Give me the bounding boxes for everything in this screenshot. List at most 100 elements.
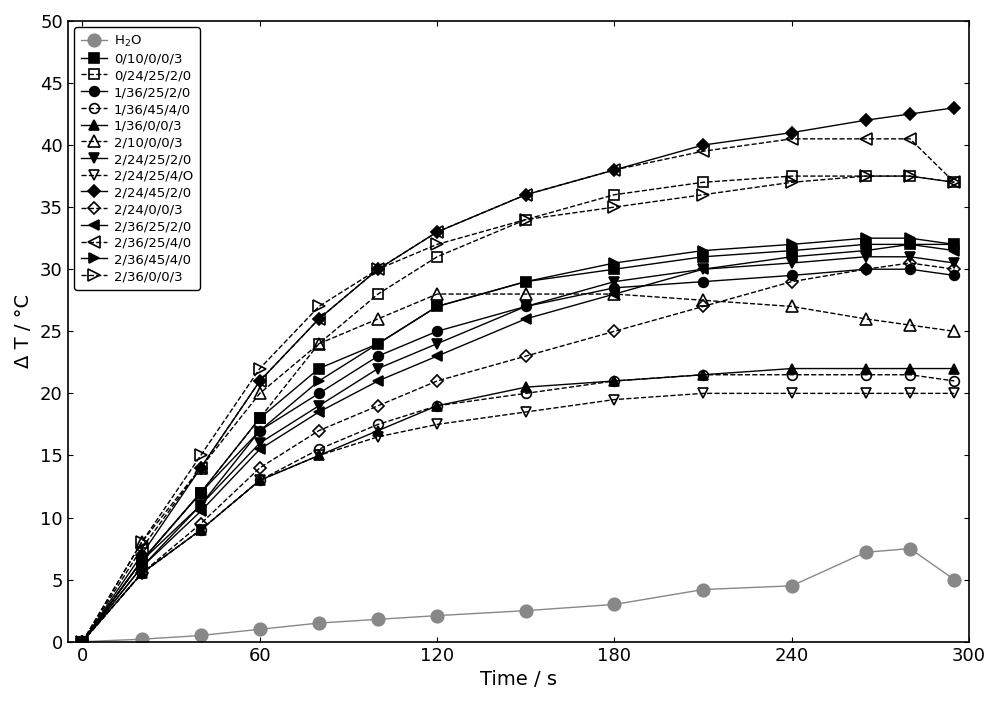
H$_2$O bbox=[431, 612, 443, 620]
2/24/45/2/0 bbox=[697, 141, 709, 149]
2/10/0/0/3 bbox=[904, 321, 916, 329]
1/36/25/2/0 bbox=[195, 489, 207, 497]
2/10/0/0/3 bbox=[372, 315, 384, 323]
0/10/0/0/3 bbox=[948, 240, 960, 249]
H$_2$O bbox=[195, 631, 207, 640]
0/10/0/0/3 bbox=[608, 265, 620, 273]
1/36/45/4/0 bbox=[372, 420, 384, 429]
H$_2$O bbox=[136, 635, 148, 643]
Line: 2/36/25/2/0: 2/36/25/2/0 bbox=[78, 240, 959, 647]
2/24/0/0/3 bbox=[431, 377, 443, 385]
2/36/25/4/0 bbox=[372, 265, 384, 273]
Line: 2/24/25/2/0: 2/24/25/2/0 bbox=[78, 252, 959, 647]
2/10/0/0/3 bbox=[860, 315, 872, 323]
2/24/25/4/O bbox=[136, 569, 148, 578]
2/36/45/4/0 bbox=[136, 563, 148, 572]
2/36/0/0/3 bbox=[431, 240, 443, 249]
1/36/45/4/0 bbox=[520, 389, 532, 398]
2/36/45/4/0 bbox=[608, 259, 620, 267]
1/36/0/0/3 bbox=[697, 370, 709, 379]
2/24/45/2/0 bbox=[520, 191, 532, 199]
0/24/25/2/0 bbox=[608, 191, 620, 199]
1/36/45/4/0 bbox=[697, 370, 709, 379]
2/36/0/0/3 bbox=[904, 172, 916, 180]
2/36/45/4/0 bbox=[76, 638, 88, 646]
2/24/25/4/O bbox=[431, 420, 443, 429]
2/36/0/0/3 bbox=[697, 191, 709, 199]
Y-axis label: Δ T / °C: Δ T / °C bbox=[14, 295, 33, 368]
2/24/0/0/3 bbox=[76, 638, 88, 646]
0/10/0/0/3 bbox=[786, 246, 798, 254]
1/36/45/4/0 bbox=[860, 370, 872, 379]
2/36/25/4/0 bbox=[948, 178, 960, 186]
2/36/0/0/3 bbox=[948, 178, 960, 186]
2/36/25/2/0 bbox=[786, 252, 798, 261]
0/10/0/0/3 bbox=[520, 278, 532, 286]
1/36/45/4/0 bbox=[254, 476, 266, 484]
2/24/45/2/0 bbox=[254, 377, 266, 385]
2/24/25/4/O bbox=[608, 395, 620, 404]
2/36/25/4/0 bbox=[786, 134, 798, 143]
H$_2$O bbox=[76, 638, 88, 646]
Legend: H$_2$O, 0/10/0/0/3, 0/24/25/2/0, 1/36/25/2/0, 1/36/45/4/0, 1/36/0/0/3, 2/10/0/0/: H$_2$O, 0/10/0/0/3, 0/24/25/2/0, 1/36/25… bbox=[74, 27, 200, 290]
1/36/0/0/3 bbox=[904, 364, 916, 373]
2/36/45/4/0 bbox=[786, 240, 798, 249]
2/36/25/2/0 bbox=[697, 265, 709, 273]
2/24/25/4/O bbox=[948, 389, 960, 398]
2/36/0/0/3 bbox=[76, 638, 88, 646]
Line: 1/36/45/4/0: 1/36/45/4/0 bbox=[78, 370, 959, 647]
H$_2$O bbox=[520, 607, 532, 615]
2/10/0/0/3 bbox=[697, 296, 709, 304]
2/24/0/0/3 bbox=[520, 352, 532, 361]
0/24/25/2/0 bbox=[136, 557, 148, 565]
2/36/25/2/0 bbox=[520, 315, 532, 323]
2/36/25/2/0 bbox=[608, 290, 620, 298]
2/36/25/4/0 bbox=[697, 147, 709, 155]
1/36/45/4/0 bbox=[786, 370, 798, 379]
0/10/0/0/3 bbox=[904, 240, 916, 249]
0/10/0/0/3 bbox=[431, 302, 443, 311]
2/24/25/4/O bbox=[786, 389, 798, 398]
2/24/25/2/0 bbox=[136, 557, 148, 565]
2/24/0/0/3 bbox=[948, 265, 960, 273]
H$_2$O bbox=[254, 625, 266, 633]
2/24/25/4/O bbox=[313, 451, 325, 460]
H$_2$O bbox=[904, 544, 916, 553]
2/24/45/2/0 bbox=[608, 166, 620, 174]
1/36/25/2/0 bbox=[431, 327, 443, 335]
1/36/45/4/0 bbox=[76, 638, 88, 646]
0/24/25/2/0 bbox=[786, 172, 798, 180]
Line: 0/24/25/2/0: 0/24/25/2/0 bbox=[78, 172, 959, 647]
2/24/25/4/O bbox=[195, 526, 207, 534]
2/36/25/4/0 bbox=[136, 544, 148, 553]
Line: 2/36/25/4/0: 2/36/25/4/0 bbox=[77, 134, 960, 647]
1/36/0/0/3 bbox=[520, 383, 532, 392]
2/24/0/0/3 bbox=[372, 401, 384, 410]
2/24/0/0/3 bbox=[195, 520, 207, 528]
2/36/0/0/3 bbox=[520, 215, 532, 224]
2/10/0/0/3 bbox=[431, 290, 443, 298]
2/36/45/4/0 bbox=[904, 234, 916, 243]
2/36/0/0/3 bbox=[136, 538, 148, 547]
0/10/0/0/3 bbox=[313, 364, 325, 373]
1/36/45/4/0 bbox=[313, 445, 325, 453]
2/36/45/4/0 bbox=[697, 246, 709, 254]
2/36/45/4/0 bbox=[313, 377, 325, 385]
Line: 2/24/0/0/3: 2/24/0/0/3 bbox=[78, 259, 959, 646]
0/10/0/0/3 bbox=[697, 252, 709, 261]
1/36/25/2/0 bbox=[948, 271, 960, 280]
2/24/25/2/0 bbox=[372, 364, 384, 373]
2/24/45/2/0 bbox=[76, 638, 88, 646]
2/24/45/2/0 bbox=[136, 550, 148, 559]
2/24/25/2/0 bbox=[431, 340, 443, 348]
Line: 2/24/25/4/O: 2/24/25/4/O bbox=[78, 389, 959, 647]
2/24/25/4/O bbox=[697, 389, 709, 398]
0/24/25/2/0 bbox=[195, 489, 207, 497]
0/24/25/2/0 bbox=[76, 638, 88, 646]
Line: 2/10/0/0/3: 2/10/0/0/3 bbox=[77, 288, 960, 647]
2/24/25/4/O bbox=[372, 432, 384, 441]
2/24/0/0/3 bbox=[697, 302, 709, 311]
0/24/25/2/0 bbox=[697, 178, 709, 186]
0/24/25/2/0 bbox=[904, 172, 916, 180]
2/36/25/2/0 bbox=[136, 563, 148, 572]
